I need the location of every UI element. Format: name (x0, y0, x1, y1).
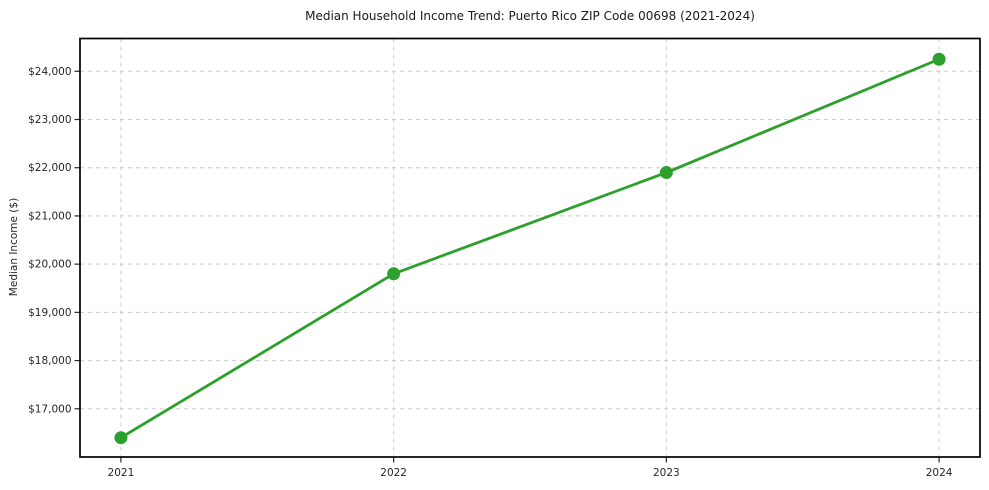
y-tick-label: $21,000 (28, 210, 71, 222)
chart-title: Median Household Income Trend: Puerto Ri… (305, 9, 755, 23)
income-trend-line (119, 57, 941, 440)
x-tick-label: 2024 (926, 467, 953, 479)
data-point-marker (932, 52, 946, 66)
x-tick-label: 2023 (653, 467, 680, 479)
y-tick-label: $24,000 (28, 66, 71, 78)
y-tick-label: $17,000 (28, 403, 71, 415)
plot-border (79, 37, 981, 458)
y-tick-label: $23,000 (28, 114, 71, 126)
y-tick-label: $19,000 (28, 307, 71, 319)
y-tick-label: $22,000 (28, 162, 71, 174)
x-tick-label: 2022 (380, 467, 407, 479)
data-point-marker (387, 267, 401, 281)
x-tick-label: 2021 (108, 467, 135, 479)
y-tick-label: $18,000 (28, 355, 71, 367)
data-point-marker (114, 431, 128, 445)
data-point-marker (659, 166, 673, 180)
y-tick-label: $20,000 (28, 259, 71, 271)
